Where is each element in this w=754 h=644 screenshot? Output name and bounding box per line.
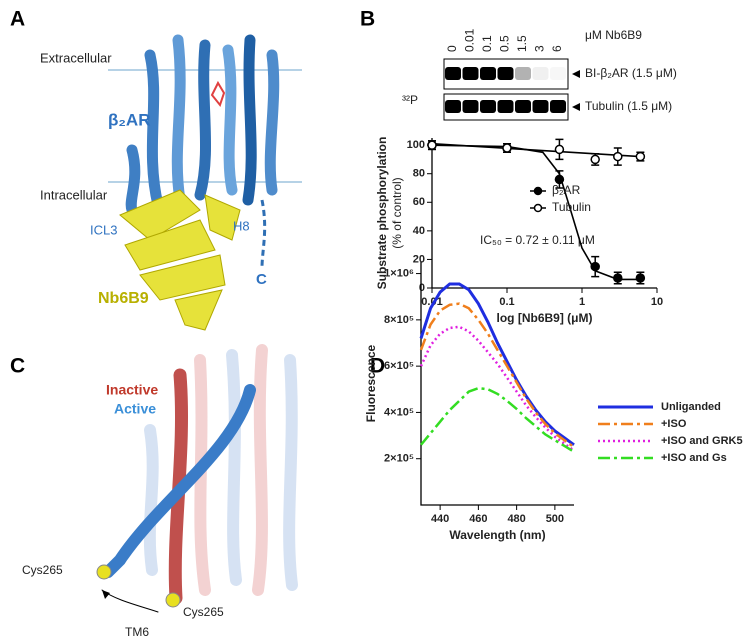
band xyxy=(462,67,479,80)
legend-label: Tubulin xyxy=(552,200,591,214)
band xyxy=(550,67,566,80)
axes xyxy=(431,138,657,289)
lane-label: 0.5 xyxy=(498,35,512,52)
data-point xyxy=(554,144,565,155)
data-point xyxy=(590,154,600,165)
y-axis-label: Fluorescence xyxy=(364,344,378,422)
arrowhead xyxy=(572,70,580,111)
x-tick-label: 0.1 xyxy=(499,296,514,308)
y-tick-label: 0 xyxy=(419,282,425,294)
terminus-label: C xyxy=(256,271,267,288)
helix-label: TM6 xyxy=(125,625,149,639)
series-line xyxy=(419,325,575,452)
lane-label: 0.01 xyxy=(463,28,477,52)
legend-marker xyxy=(533,203,543,213)
row-label: Tubulin (1.5 μM) xyxy=(585,99,672,113)
y-tick-label: 60 xyxy=(413,196,425,208)
panel-label: D xyxy=(370,355,385,378)
nanobody-label: Nb6B9 xyxy=(98,290,149,307)
y-tick-label: 2×10⁵ xyxy=(384,453,414,465)
lane-label: 0.1 xyxy=(480,35,494,52)
panel-label: B xyxy=(360,8,375,31)
band xyxy=(515,100,531,113)
x-tick-label: 10 xyxy=(651,296,663,308)
structure-c xyxy=(96,344,298,613)
x-tick-label: 500 xyxy=(546,513,564,525)
y-tick-label: 20 xyxy=(413,253,425,265)
y-axis-label: (% of control) xyxy=(390,177,404,248)
fit-curve xyxy=(431,144,641,281)
y-tick-label: 40 xyxy=(413,225,425,237)
band xyxy=(497,100,514,113)
data-point xyxy=(554,174,565,185)
band xyxy=(445,67,461,80)
x-tick-label: 1 xyxy=(579,296,585,308)
x-tick-label: 480 xyxy=(507,513,525,525)
residue-label: Cys265 xyxy=(183,605,224,619)
chart-d: 2×10⁵ 4×10⁵ 6×10⁵ 8×10⁵ 1×10⁶ 440 460 480 500Wav… xyxy=(364,262,743,542)
band xyxy=(480,100,496,113)
lane-label: 1.5 xyxy=(515,35,529,52)
x-axis-label: log [Nb6B9] (μM) xyxy=(497,311,593,325)
band xyxy=(550,100,566,113)
isotope-label: ³²P xyxy=(402,93,418,107)
data-point xyxy=(590,261,600,272)
fit-curve xyxy=(431,142,641,158)
data-point xyxy=(635,273,646,283)
helix-label: H8 xyxy=(233,218,250,233)
lane-label: 6 xyxy=(550,45,564,52)
receptor-label: β₂AR xyxy=(108,110,150,129)
y-tick-label: 6×10⁵ xyxy=(384,360,414,372)
y-tick-label: 8×10⁵ xyxy=(384,314,414,326)
state-label: Active xyxy=(114,401,156,417)
loop-label: ICL3 xyxy=(90,222,117,237)
residue-label: Cys265 xyxy=(22,563,63,577)
data-point xyxy=(635,151,646,162)
band xyxy=(515,67,531,80)
band xyxy=(532,67,549,80)
y-tick-label: 4×10⁵ xyxy=(384,406,414,418)
data-point xyxy=(427,140,437,150)
band xyxy=(480,67,496,80)
series-line xyxy=(419,282,575,447)
y-tick-label: 80 xyxy=(413,168,425,180)
gel-bands xyxy=(445,67,566,113)
legend-label: β₂AR xyxy=(552,183,581,197)
legend-label: +ISO and Gs xyxy=(661,452,727,464)
membrane-label: Intracellular xyxy=(40,187,108,202)
panel-label: C xyxy=(10,355,25,378)
legend-label: +ISO and GRK5 xyxy=(661,435,743,447)
legend-label: +ISO xyxy=(661,418,687,430)
state-label: Inactive xyxy=(106,382,158,398)
x-tick-label: 460 xyxy=(469,513,487,525)
x-tick-label: 440 xyxy=(431,513,449,525)
legend-label: Unliganded xyxy=(661,401,721,413)
data-point xyxy=(613,273,623,283)
data-point xyxy=(613,151,623,162)
band xyxy=(532,100,549,113)
structure-a xyxy=(108,34,302,331)
panel-label: A xyxy=(10,8,25,31)
y-tick-label: 1×10⁶ xyxy=(384,267,414,279)
lane-unit: μM Nb6B9 xyxy=(585,28,642,42)
band xyxy=(497,67,514,80)
legend-marker xyxy=(533,186,543,196)
y-axis-label: Substrate phosphorylation xyxy=(375,137,389,290)
row-label: BI-β₂AR (1.5 μM) xyxy=(585,66,677,80)
y-tick-label: 100 xyxy=(407,139,425,151)
series-line xyxy=(419,302,575,449)
membrane-label: Extracellular xyxy=(40,50,112,65)
band xyxy=(445,100,461,113)
annotation: IC₅₀ = 0.72 ± 0.11 μM xyxy=(480,233,595,247)
axes xyxy=(420,262,574,506)
x-axis-label: Wavelength (nm) xyxy=(449,528,545,542)
series-line xyxy=(420,386,575,453)
band xyxy=(462,100,479,113)
data-point xyxy=(502,143,512,153)
lane-label: 0 xyxy=(445,45,459,52)
lane-label: 3 xyxy=(533,45,547,52)
